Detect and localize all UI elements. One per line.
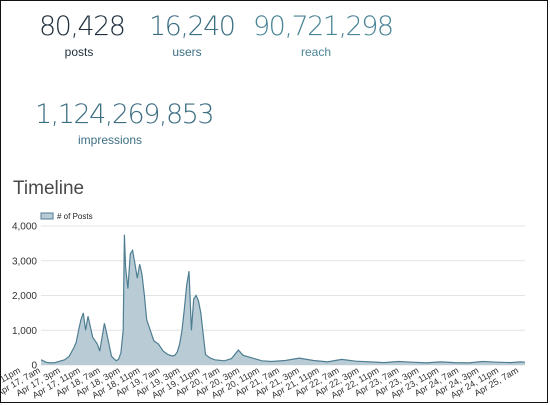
reach-stat: 90,721,298 reach [253,11,394,59]
y-axis-ticks: 0 1,000 2,000 3,000 4,000 [12,222,37,372]
posts-line [40,234,526,364]
y-tick-label: 1,000 [12,326,37,337]
users-label: users [172,45,202,59]
reach-count: 90,721,298 [253,11,394,42]
reach-label: reach [300,45,332,59]
y-tick-label: 0 [31,361,37,372]
posts-stat: 80,428 posts [39,11,126,59]
legend-label: # of Posts [57,212,93,221]
legend-swatch [40,212,54,220]
y-tick-label: 4,000 [12,222,37,233]
chart-area-layer [40,234,526,365]
users-count: 16,240 [149,11,236,42]
posts-area [41,234,525,365]
chart-grid [41,225,525,366]
impressions-stat: 1,124,269,853 impressions [35,99,215,147]
users-stat: 16,240 users [149,11,236,59]
y-tick-label: 2,000 [12,291,37,302]
posts-count: 80,428 [39,11,126,42]
y-tick-label: 3,000 [12,256,37,267]
timeline-title: Timeline [13,178,85,199]
impressions-label: impressions [77,133,143,147]
impressions-count: 1,124,269,853 [35,99,215,130]
posts-label: posts [64,45,94,59]
chart-legend[interactable]: # of Posts [40,212,93,221]
